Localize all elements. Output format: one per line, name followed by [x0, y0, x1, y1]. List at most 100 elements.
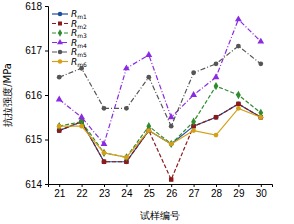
series-line	[59, 86, 261, 157]
legend-item: Rm5	[52, 47, 87, 58]
series-marker	[101, 140, 108, 146]
series-marker	[169, 140, 174, 148]
x-tick-mark	[82, 184, 83, 187]
x-tick-mark	[126, 184, 127, 187]
y-tick-label: 614	[25, 179, 42, 190]
series-marker	[236, 44, 241, 49]
x-tick: 29	[233, 184, 245, 199]
series-marker	[57, 124, 62, 129]
x-tick-label: 22	[77, 188, 89, 199]
series-marker	[102, 150, 107, 155]
x-tick-label: 29	[233, 188, 245, 199]
legend-marker	[58, 12, 63, 17]
series-marker	[214, 82, 219, 90]
x-axis-title: 试样编号	[140, 210, 180, 221]
x-tick: 22	[77, 184, 89, 199]
x-tick: 24	[121, 184, 133, 199]
x-tick-label: 30	[256, 188, 268, 199]
series-line	[59, 46, 261, 126]
x-tick-label: 27	[189, 188, 201, 199]
y-tick-mark	[45, 51, 48, 52]
legend-label: Rm6	[71, 57, 87, 68]
x-tick: 25	[144, 184, 156, 199]
x-tick: 28	[211, 184, 223, 199]
series-marker	[213, 73, 220, 79]
y-tick: 615	[25, 134, 48, 145]
series-marker	[214, 115, 218, 119]
y-tick-label: 618	[25, 1, 42, 12]
series-marker	[146, 128, 151, 133]
x-tick-label: 25	[144, 188, 156, 199]
series-marker	[169, 142, 174, 147]
series-marker	[258, 115, 263, 120]
series-marker	[235, 15, 242, 21]
series-marker	[258, 61, 263, 66]
x-tick-mark	[59, 184, 60, 187]
x-tick-label: 26	[166, 188, 178, 199]
x-tick: 23	[99, 184, 111, 199]
series-marker	[57, 75, 62, 80]
y-tick: 618	[25, 1, 48, 12]
y-tick-mark	[45, 6, 48, 7]
series-marker	[102, 159, 107, 164]
series-marker	[191, 118, 196, 126]
series-marker	[124, 106, 129, 111]
series-line	[59, 19, 261, 144]
x-tick-mark	[261, 184, 262, 187]
series-marker	[169, 177, 173, 181]
series-marker	[169, 142, 174, 147]
x-axis: 21 22 23 24 25 26 27 28 29 30	[49, 184, 273, 199]
series-marker	[123, 64, 130, 70]
series-marker	[79, 124, 84, 129]
x-tick: 30	[256, 184, 268, 199]
y-axis-title: 抗拉强度/MPa	[2, 63, 13, 127]
x-tick: 26	[166, 184, 178, 199]
series-marker	[168, 113, 175, 119]
series-marker	[191, 70, 196, 75]
x-tick-label: 28	[211, 188, 223, 199]
y-tick-label: 617	[25, 45, 42, 56]
series-line	[59, 104, 261, 180]
y-tick-mark	[45, 95, 48, 96]
chart: 21222324252627282930614615616617618Rm1Rm…	[0, 0, 294, 224]
x-tick-mark	[216, 184, 217, 187]
series-marker	[78, 113, 85, 119]
x-tick-label: 23	[99, 188, 111, 199]
series-marker	[146, 128, 151, 133]
x-tick-label: 24	[121, 188, 133, 199]
x-axis-line	[49, 185, 273, 188]
y-tick-label: 615	[25, 134, 42, 145]
series-marker	[236, 102, 241, 107]
legend-item: Rm6	[52, 57, 87, 68]
x-tick-mark	[149, 184, 150, 187]
series-marker	[146, 75, 151, 80]
legend: Rm1Rm2Rm3Rm4Rm5Rm6	[52, 9, 87, 68]
y-tick-mark	[45, 184, 48, 185]
y-tick-mark	[45, 140, 48, 141]
series-marker	[57, 122, 62, 130]
x-tick-mark	[171, 184, 172, 187]
series-marker	[191, 128, 196, 133]
series-marker	[102, 106, 107, 111]
series-marker	[190, 91, 197, 97]
series-marker	[169, 124, 174, 129]
x-tick: 27	[189, 184, 201, 199]
legend-marker	[58, 50, 63, 55]
legend-marker	[58, 59, 63, 64]
y-tick: 616	[25, 90, 48, 101]
legend-marker	[57, 39, 63, 44]
legend-marker	[58, 22, 62, 26]
series-marker	[257, 38, 264, 44]
x-tick-mark	[238, 184, 239, 187]
legend-item: Rm1	[52, 9, 87, 20]
series-marker	[236, 91, 241, 99]
plot: 21222324252627282930614615616617618Rm1Rm…	[25, 1, 272, 199]
x-tick-mark	[194, 184, 195, 187]
series-marker	[236, 102, 240, 106]
series-line	[59, 108, 261, 157]
series-marker	[214, 61, 219, 66]
series-marker	[259, 115, 263, 119]
legend-marker	[58, 29, 62, 36]
series-marker	[145, 51, 152, 57]
x-tick-label: 21	[54, 188, 66, 199]
